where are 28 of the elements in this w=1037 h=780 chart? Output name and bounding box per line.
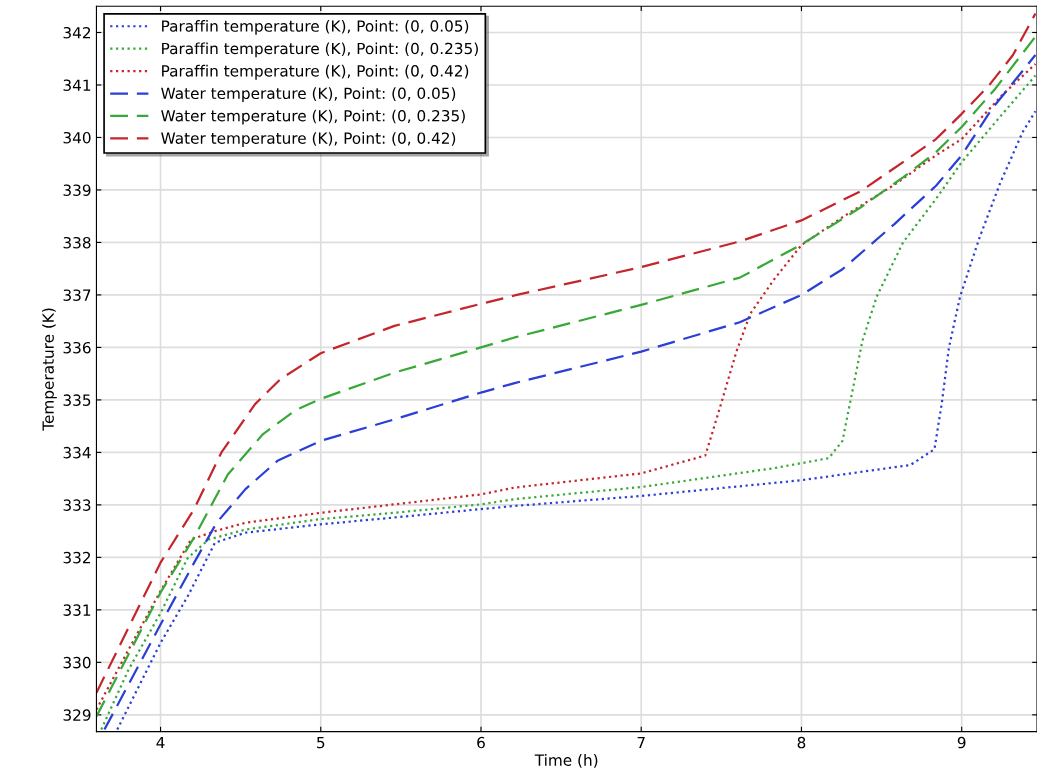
y-tick-label: 337 [63, 289, 91, 301]
y-tick-label: 342 [63, 26, 91, 39]
legend-label: Water temperature (K), Point: (0, 0.42) [161, 132, 456, 147]
y-tick-label: 340 [63, 131, 91, 144]
y-tick-label: 329 [63, 709, 91, 721]
x-tick-label: 5 [317, 736, 325, 749]
y-tick-label: 332 [63, 551, 91, 564]
y-axis-title: Temperature (K) [42, 308, 57, 431]
x-tick-label: 8 [797, 736, 806, 749]
y-tick-label: 331 [63, 604, 91, 616]
x-tick-label: 4 [156, 736, 165, 749]
y-tick-label: 338 [63, 236, 91, 249]
y-tick-label: 339 [63, 184, 91, 196]
y-tick-label: 336 [63, 341, 91, 354]
x-tick-label: 7 [637, 736, 645, 749]
legend-label: Paraffin temperature (K), Point: (0, 0.05) [162, 19, 469, 35]
legend-label: Paraffin temperature (K), Point: (0, 0.235) [162, 42, 478, 58]
y-tick-label: 341 [63, 79, 91, 91]
x-tick-label: 9 [957, 736, 966, 749]
y-tick-label: 333 [63, 499, 91, 511]
y-tick-label: 334 [63, 446, 91, 459]
y-tick-label: 335 [63, 394, 91, 406]
legend-label: Water temperature (K), Point: (0, 0.235) [161, 109, 465, 125]
legend-label: Water temperature (K), Point: (0, 0.05) [161, 87, 456, 103]
legend-label: Paraffin temperature (K), Point: (0, 0.42) [162, 64, 469, 80]
x-tick-label: 6 [477, 736, 485, 749]
y-tick-label: 330 [63, 656, 91, 669]
x-axis-title: Time (h) [534, 754, 598, 768]
